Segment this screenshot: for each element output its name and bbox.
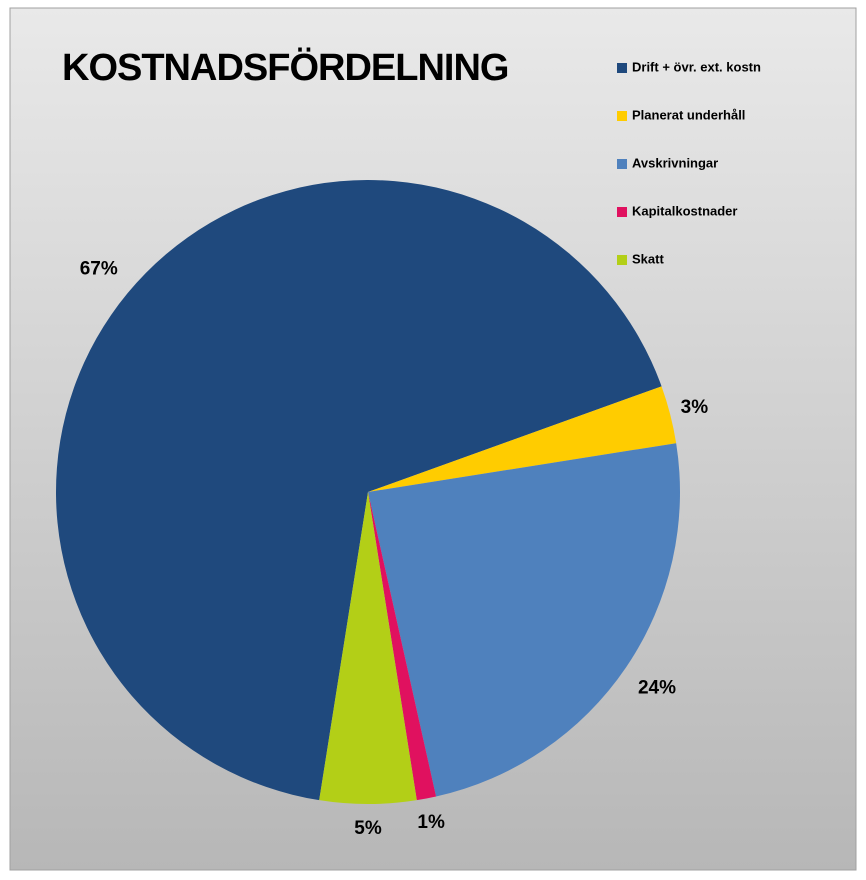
legend-label: Avskrivningar: [632, 155, 718, 170]
legend-swatch: [617, 111, 627, 121]
legend-swatch: [617, 63, 627, 73]
pie-slice: [368, 492, 437, 801]
legend-swatch: [617, 207, 627, 217]
legend-label: Kapitalkostnader: [632, 203, 737, 218]
legend-label: Skatt: [632, 251, 664, 266]
legend-swatch: [617, 255, 627, 265]
data-label: 24%: [638, 677, 676, 698]
data-label: 67%: [80, 258, 118, 279]
pie: [56, 180, 680, 804]
pie-slice: [319, 492, 417, 804]
pie-slice: [56, 180, 662, 801]
data-label: 5%: [354, 818, 382, 839]
legend-label: Planerat underhåll: [632, 107, 745, 122]
legend-label: Drift + övr. ext. kostn: [632, 59, 761, 74]
pie-slice: [368, 386, 677, 492]
legend-swatch: [617, 159, 627, 169]
pie-slice: [368, 443, 680, 797]
data-label: 1%: [417, 812, 445, 833]
data-label: 3%: [681, 397, 709, 418]
chart-title: KOSTNADSFÖRDELNING: [62, 46, 508, 89]
